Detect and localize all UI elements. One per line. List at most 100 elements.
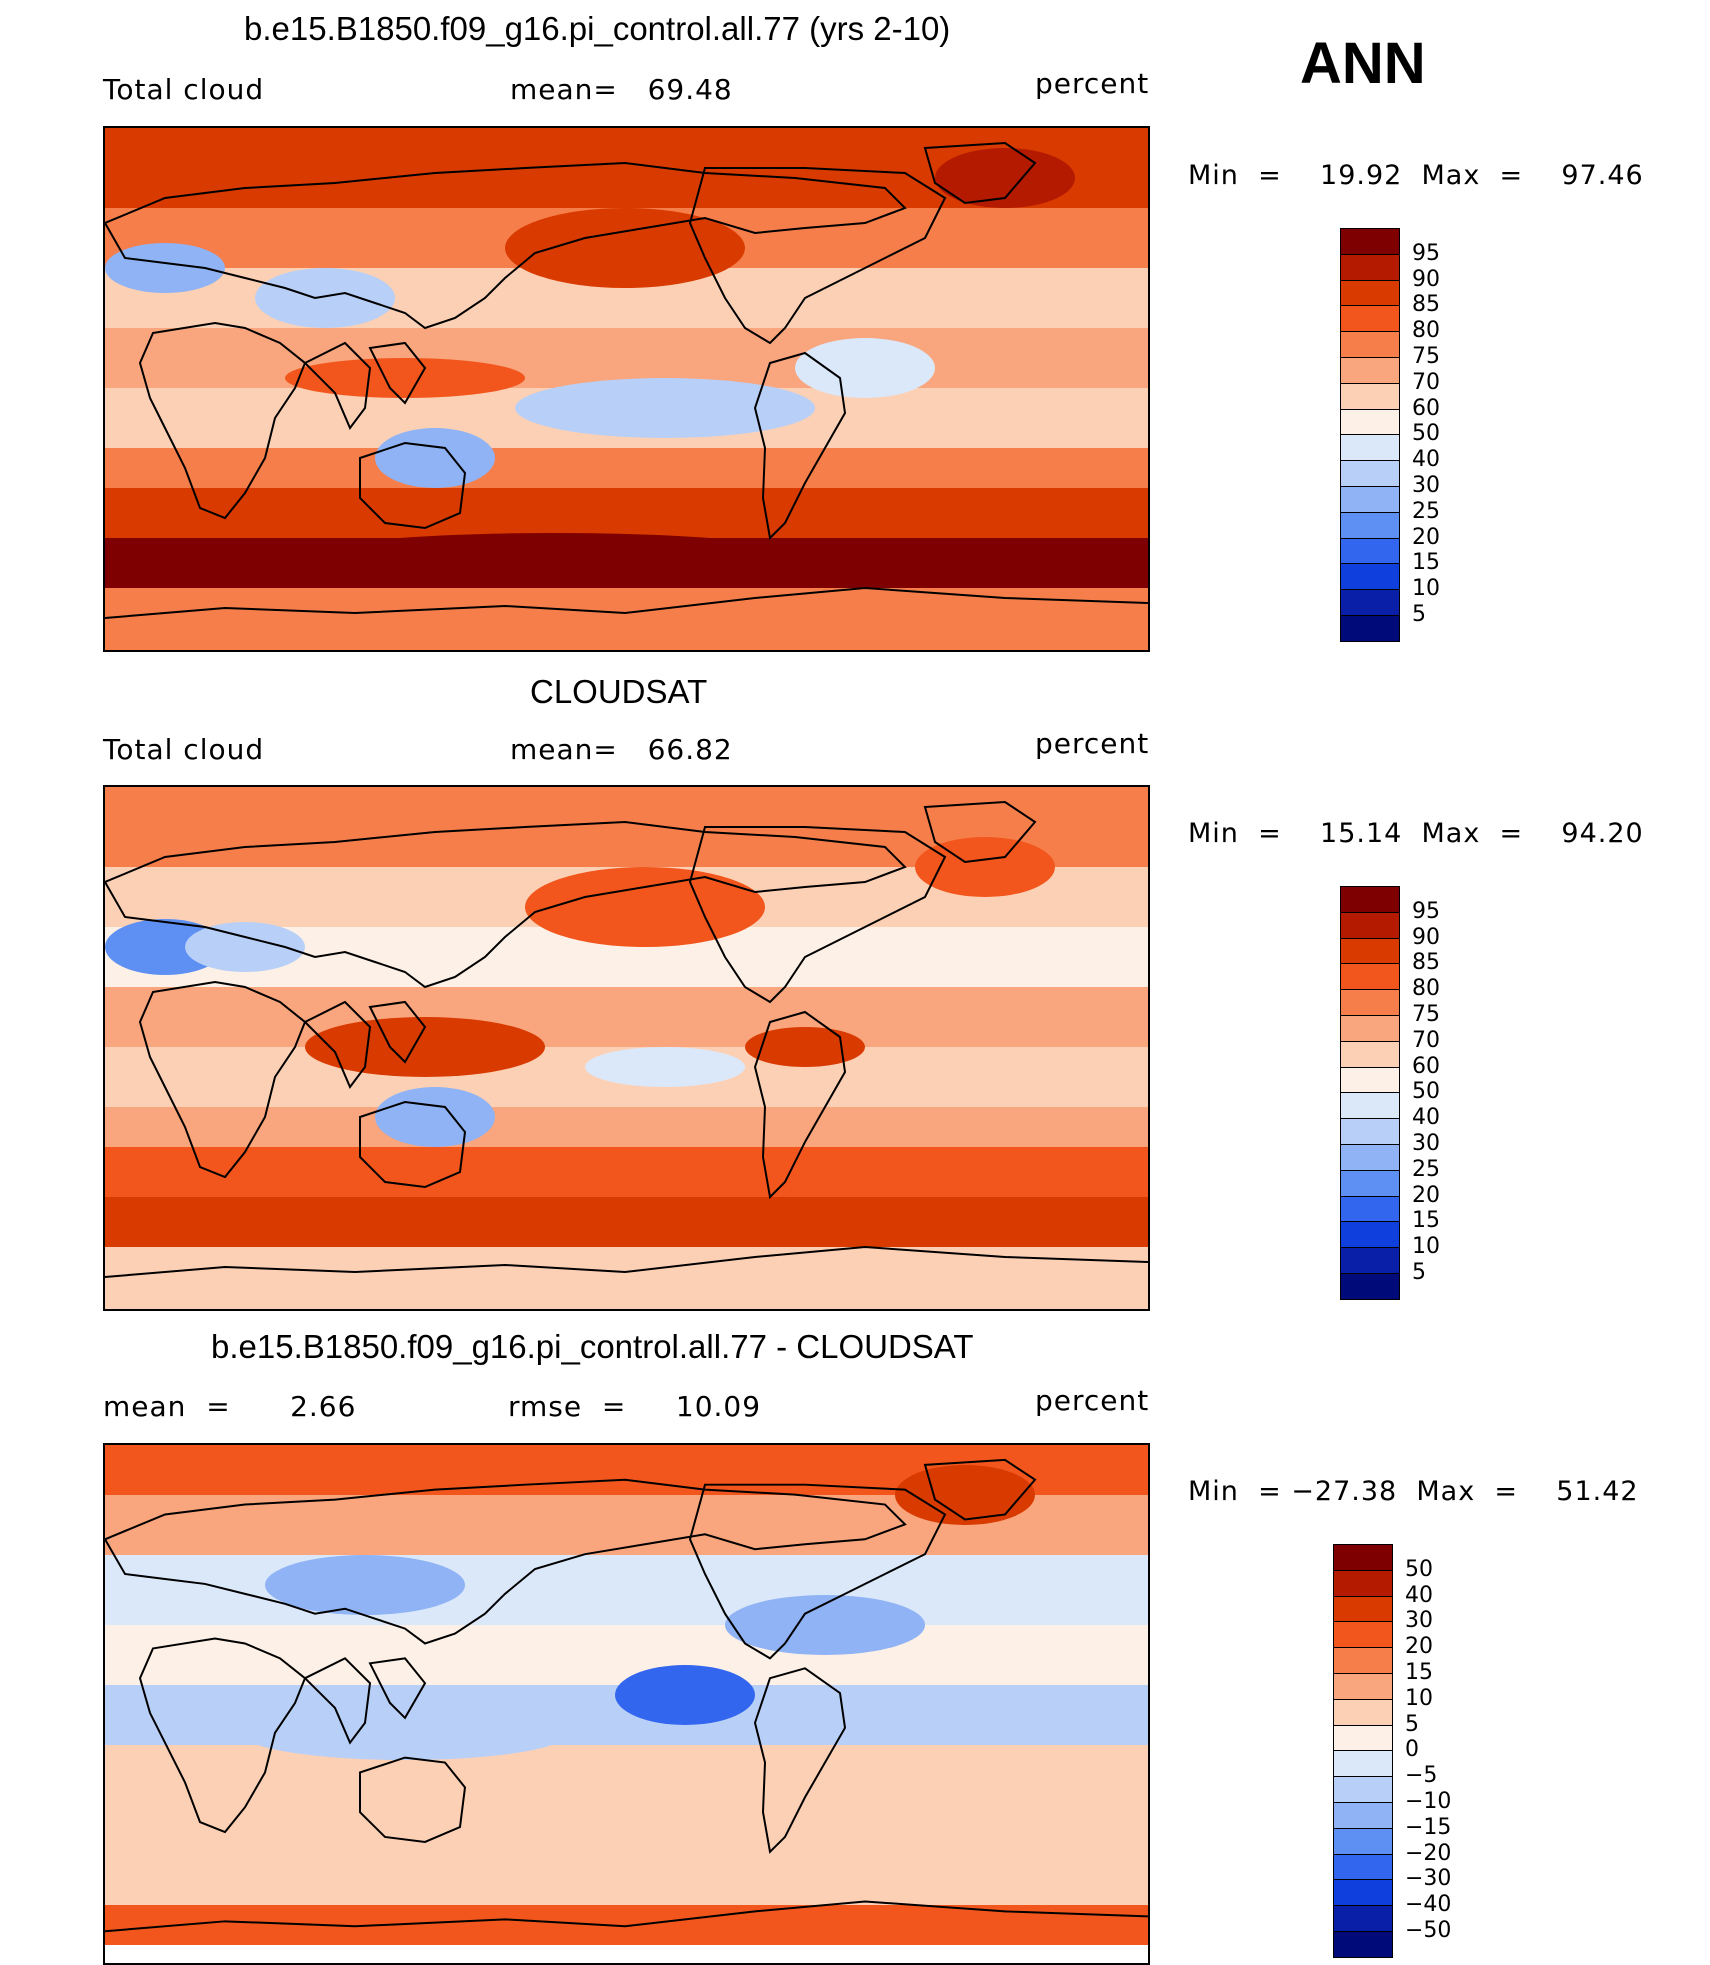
colorbar-swatch: [1340, 1247, 1400, 1274]
colorbar-tick-label: 5: [1412, 602, 1426, 627]
colorbar-swatch: [1333, 1595, 1393, 1623]
colorbar-swatch: [1340, 1144, 1400, 1171]
colorbar-separator: [1333, 1931, 1393, 1932]
colorbar-swatch: [1333, 1750, 1393, 1778]
colorbar-separator: [1333, 1724, 1393, 1726]
colorbar-swatch: [1340, 1221, 1400, 1249]
colorbar-swatch: [1340, 486, 1400, 513]
panel-3-map: [103, 1443, 1150, 1965]
coastline: [923, 141, 1037, 205]
coastline: [368, 341, 427, 405]
colorbar-swatch: [1340, 911, 1400, 939]
coastline: [753, 351, 847, 541]
colorbar-tick-label: 85: [1412, 292, 1440, 318]
colorbar-swatch: [1340, 937, 1400, 965]
colorbar-separator: [1340, 963, 1400, 965]
field-band: [105, 1825, 1148, 1905]
colorbar-tick-label: 85: [1412, 950, 1440, 976]
colorbar-separator: [1333, 1698, 1393, 1700]
colorbar-separator: [1333, 1853, 1393, 1855]
colorbar-tick-label: 30: [1412, 1131, 1440, 1156]
colorbar-separator: [1340, 615, 1400, 616]
field-band: [105, 987, 1148, 1047]
field-patch: [295, 533, 815, 583]
field-band: [105, 1197, 1148, 1247]
colorbar-separator: [1340, 937, 1400, 939]
field-patch: [245, 1710, 565, 1760]
colorbar-separator: [1340, 357, 1400, 358]
colorbar-swatch: [1340, 989, 1400, 1016]
colorbar-tick-label: 80: [1412, 976, 1440, 1002]
colorbar-tick-label: 25: [1412, 1156, 1440, 1182]
coastline: [359, 1100, 467, 1189]
colorbar-swatch: [1333, 1776, 1393, 1803]
panel-3-left-label: mean = 2.66: [103, 1390, 357, 1423]
coastline: [688, 826, 947, 1004]
panel-3-center-label: rmse = 10.09: [508, 1390, 762, 1423]
colorbar-separator: [1333, 1827, 1393, 1829]
colorbar-tick-label: 75: [1412, 1002, 1440, 1027]
colorbar-separator: [1340, 1195, 1400, 1197]
colorbar-separator: [1333, 1776, 1393, 1778]
colorbar-swatch: [1340, 408, 1400, 436]
colorbar-separator: [1340, 279, 1400, 281]
colorbar-tick-label: 70: [1412, 1027, 1440, 1053]
colorbar-tick-label: −50: [1405, 1918, 1452, 1943]
colorbar-separator: [1333, 1595, 1393, 1597]
panel-2-units-label: percent: [1035, 727, 1150, 760]
colorbar-tick-label: −40: [1405, 1892, 1452, 1918]
colorbar-tick-label: −30: [1405, 1866, 1452, 1892]
colorbar-separator: [1340, 589, 1400, 591]
colorbar-tick-label: −20: [1405, 1840, 1452, 1866]
colorbar-separator: [1340, 1221, 1400, 1223]
colorbar-separator: [1340, 1092, 1400, 1094]
field-patch: [915, 837, 1055, 897]
coastline: [105, 1900, 1148, 1933]
field-patch: [725, 1595, 925, 1655]
colorbar-tick-label: 5: [1405, 1711, 1419, 1737]
colorbar-tick-label: −5: [1405, 1763, 1438, 1789]
colorbar-tick-label: 10: [1405, 1685, 1433, 1711]
field-band: [105, 588, 1148, 650]
field-patch: [615, 1665, 755, 1725]
colorbar-separator: [1340, 1118, 1400, 1120]
colorbar-separator: [1340, 460, 1400, 462]
colorbar-tick-label: 15: [1412, 550, 1440, 576]
colorbar-tick-label: −15: [1405, 1814, 1452, 1840]
colorbar-tick-label: 95: [1412, 898, 1440, 924]
colorbar-swatch: [1340, 615, 1400, 642]
colorbar-swatch: [1333, 1724, 1393, 1752]
colorbar-swatch: [1340, 279, 1400, 307]
panel-2-left-label: Total cloud: [103, 733, 265, 766]
colorbar-swatch: [1340, 589, 1400, 616]
colorbar-tick-label: 30: [1412, 473, 1440, 498]
coastline: [359, 441, 467, 530]
colorbar-swatch: [1340, 1040, 1400, 1068]
colorbar-separator: [1340, 1247, 1400, 1249]
colorbar-tick-label: 15: [1412, 1208, 1440, 1234]
colorbar-swatch: [1340, 537, 1400, 565]
colorbar-separator: [1340, 989, 1400, 991]
colorbar-swatch: [1333, 1879, 1393, 1907]
colorbar-swatch: [1340, 382, 1400, 410]
colorbar-separator: [1333, 1647, 1393, 1649]
field-band: [105, 1147, 1148, 1197]
colorbar-tick-label: 75: [1412, 344, 1440, 369]
field-patch: [585, 1047, 745, 1087]
coastline: [105, 586, 1148, 619]
colorbar-tick-label: 30: [1405, 1608, 1433, 1634]
colorbar-swatch: [1333, 1931, 1393, 1958]
coastline-layer: [105, 141, 1148, 619]
field-patch: [265, 1555, 465, 1615]
colorbar-swatch: [1340, 1118, 1400, 1145]
colorbar-separator: [1340, 563, 1400, 565]
colorbar-tick-label: 5: [1412, 1260, 1426, 1285]
colorbar-separator: [1340, 1169, 1400, 1171]
field-band: [105, 1625, 1148, 1685]
colorbar-separator: [1340, 408, 1400, 410]
coastline: [923, 1458, 1037, 1521]
coastline: [105, 1245, 1148, 1278]
colorbar-tick-label: 0: [1405, 1737, 1419, 1763]
colorbar-tick-label: −10: [1405, 1789, 1452, 1814]
colorbar-separator: [1340, 1273, 1400, 1274]
